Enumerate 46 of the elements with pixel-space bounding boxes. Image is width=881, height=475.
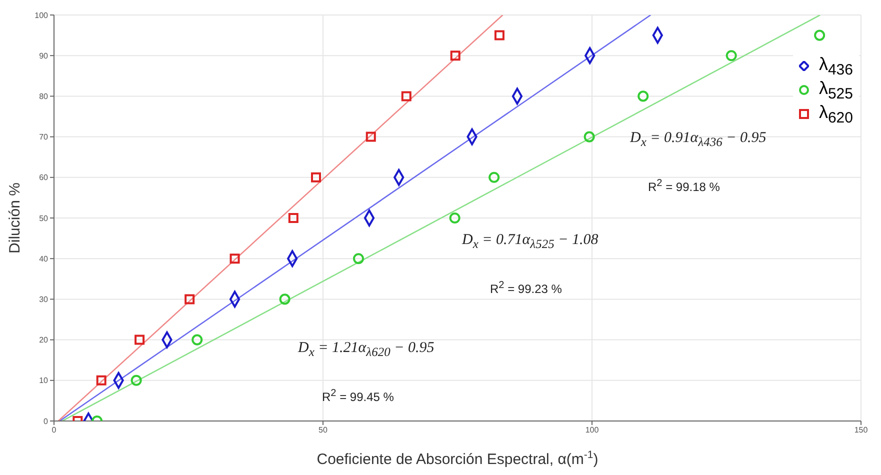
point [584,131,595,142]
annotation: D$_{x}$ = 0.71α$_{λ525}$ − 1.08 [462,232,598,252]
y-tick-label: 90 [39,51,49,60]
annotation: R$^{2}$ = 99.18 % [648,178,720,194]
y-tick-label: 20 [39,336,49,345]
x-tick-label: 150 [854,426,868,435]
y-tick-label: 40 [39,254,49,264]
point [134,334,145,345]
annotation: D$_{x}$ = 1.21α$_{λ620}$ − 0.95 [298,340,434,360]
annotation: D$_{x}$ = 0.91α$_{λ436}$ − 0.95 [630,130,766,150]
y-tick-label: 60 [39,173,49,182]
point [311,172,322,182]
annotation: R$^{2}$ = 99.23 % [490,280,562,296]
point [726,50,737,62]
legend-label: λ$_{436}$ [818,54,853,78]
legend-label: λ$_{620}$ [818,102,853,126]
y-tick-label: 100 [34,10,49,20]
point [352,253,364,264]
x-tick-label: 100 [585,426,600,435]
y-tick-label: 10 [39,376,49,386]
point [814,30,826,41]
point [96,375,106,386]
y-tick-label: 70 [39,132,49,142]
y-tick-label: 50 [39,214,49,223]
point [288,213,298,223]
legend-label: λ$_{525}$ [818,78,853,102]
x-tick-label: 50 [318,426,328,435]
point [184,294,195,304]
y-tick-label: 30 [39,295,49,304]
point [401,91,412,102]
x-axis-title: Coeficiente de Absorción Espectral, α(m$^{-1}$) [316,449,598,468]
point [450,50,460,61]
point [192,334,203,346]
point [230,254,240,264]
x-tick-label: 0 [52,426,57,435]
point [366,132,376,142]
point [130,374,142,386]
y-axis-title: Dilución % [6,182,24,254]
point [449,212,460,224]
point [488,172,500,183]
y-tick-label: 0 [44,416,49,426]
point [494,30,504,40]
point [279,294,290,305]
point [638,90,649,102]
y-tick-label: 80 [39,92,49,102]
annotation: R$^{2}$ = 99.45 % [322,388,394,404]
